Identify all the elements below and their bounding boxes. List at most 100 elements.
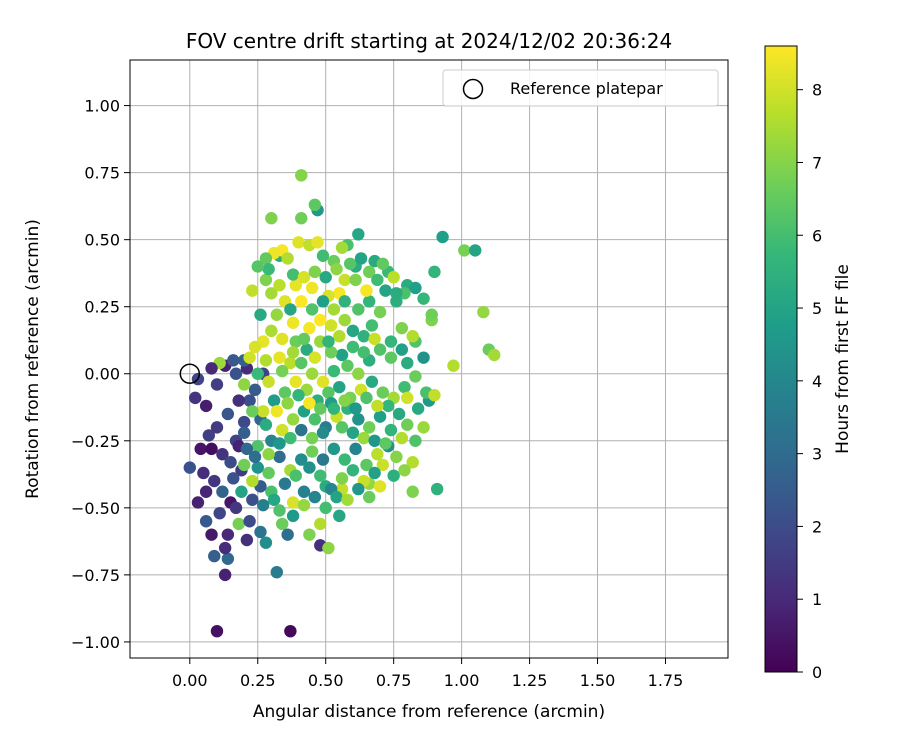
data-point: [237, 415, 251, 429]
y-tick-label: 0.25: [84, 298, 120, 317]
data-point: [376, 257, 389, 271]
data-point: [311, 236, 324, 249]
grid: [130, 60, 728, 658]
data-point: [330, 262, 343, 276]
data-point: [327, 303, 341, 316]
data-point: [357, 330, 370, 343]
data-point: [398, 464, 411, 477]
x-tick-label: 0.75: [376, 671, 412, 690]
data-point: [343, 257, 357, 271]
data-point: [297, 498, 311, 512]
x-axis-ticks: 0.00 0.25 0.50 0.75 1.00 1.25 1.50 1.75: [172, 658, 683, 690]
data-point: [324, 346, 338, 359]
data-point: [314, 402, 327, 415]
data-point: [216, 447, 229, 461]
colorbar-tick-label: 4: [812, 372, 822, 391]
data-point: [349, 273, 362, 287]
data-point: [256, 498, 270, 512]
data-point: [210, 624, 224, 638]
data-point: [259, 252, 273, 265]
colorbar: 0 1 2 3 4 5 6 7 8 Hours from first FF file: [764, 45, 853, 682]
legend-box: [442, 69, 719, 107]
data-point: [300, 343, 313, 356]
y-tick-label: 0.75: [84, 164, 120, 183]
data-point: [363, 490, 376, 504]
data-point: [229, 501, 243, 515]
legend-reference-marker: [462, 78, 484, 100]
data-point: [382, 399, 395, 413]
data-point: [224, 456, 237, 469]
data-point: [243, 351, 256, 364]
data-point: [335, 241, 349, 254]
data-point: [338, 313, 351, 327]
data-point: [262, 466, 275, 480]
data-point: [273, 504, 286, 517]
data-point: [254, 525, 267, 539]
data-point: [251, 439, 264, 453]
legend: Reference platepar: [442, 69, 719, 107]
data-point: [316, 453, 330, 466]
data-point: [297, 485, 311, 498]
data-point: [409, 370, 422, 383]
data-point: [417, 351, 430, 364]
colorbar-title: Hours from first FF file: [833, 264, 853, 454]
data-point: [256, 405, 270, 418]
colorbar-tick-label: 0: [812, 663, 822, 682]
y-tick-label: −0.75: [71, 566, 120, 585]
colorbar-ticks: 0 1 2 3 4 5 6 7 8: [797, 81, 822, 682]
data-point: [338, 453, 351, 466]
data-point: [251, 260, 264, 273]
data-point: [232, 394, 245, 407]
legend-label-reference: Reference platepar: [510, 79, 663, 98]
x-tick-label: 0.00: [172, 671, 208, 690]
data-point: [216, 485, 229, 498]
data-point: [308, 265, 322, 279]
data-point: [267, 493, 281, 506]
data-point: [292, 389, 305, 402]
data-point: [213, 506, 226, 520]
data-point: [259, 354, 273, 367]
data-point: [352, 367, 365, 380]
y-tick-label: −0.25: [71, 432, 120, 451]
data-point: [346, 464, 360, 477]
data-point: [205, 442, 218, 456]
data-point: [316, 426, 330, 439]
data-point: [316, 375, 330, 388]
y-tick-label: −0.50: [71, 499, 120, 518]
y-axis-ticks: −1.00 −0.75 −0.50 −0.25 0.00 0.25 0.50 0.75 1.00: [71, 97, 130, 652]
data-point: [237, 378, 251, 391]
data-point: [248, 383, 262, 397]
data-point: [197, 466, 210, 480]
data-point: [194, 442, 207, 456]
data-point: [330, 490, 343, 504]
data-point: [376, 458, 389, 472]
data-point: [199, 485, 213, 498]
data-point: [303, 321, 316, 335]
data-point: [316, 249, 330, 262]
data-point: [278, 477, 292, 490]
data-point: [308, 351, 322, 364]
data-point: [371, 447, 384, 461]
data-point: [270, 308, 283, 321]
data-point: [322, 335, 335, 348]
data-point: [387, 271, 400, 284]
data-point: [305, 281, 319, 295]
data-point: [276, 332, 289, 346]
plot-frame: [129, 59, 729, 659]
data-point: [286, 509, 300, 523]
data-point: [202, 429, 216, 442]
data-point: [395, 343, 409, 356]
colorbar-tick-label: 3: [812, 445, 822, 464]
data-point: [428, 265, 441, 279]
data-point: [281, 252, 294, 265]
data-point: [276, 423, 289, 437]
data-point: [265, 287, 278, 300]
x-tick-label: 1.25: [512, 671, 548, 690]
data-point: [246, 284, 259, 297]
data-point: [208, 549, 221, 563]
data-point: [273, 450, 286, 464]
data-point: [259, 273, 273, 287]
colorbar-fill: [765, 46, 797, 672]
data-point: [322, 541, 335, 555]
